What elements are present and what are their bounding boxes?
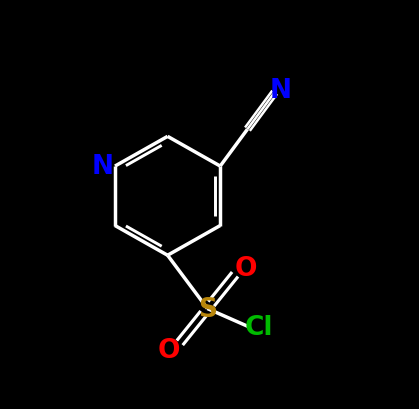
Text: Cl: Cl [244,314,273,340]
Text: O: O [157,337,180,363]
Text: N: N [270,78,292,104]
Text: O: O [235,255,258,281]
Text: N: N [91,154,114,180]
Text: S: S [198,296,217,322]
